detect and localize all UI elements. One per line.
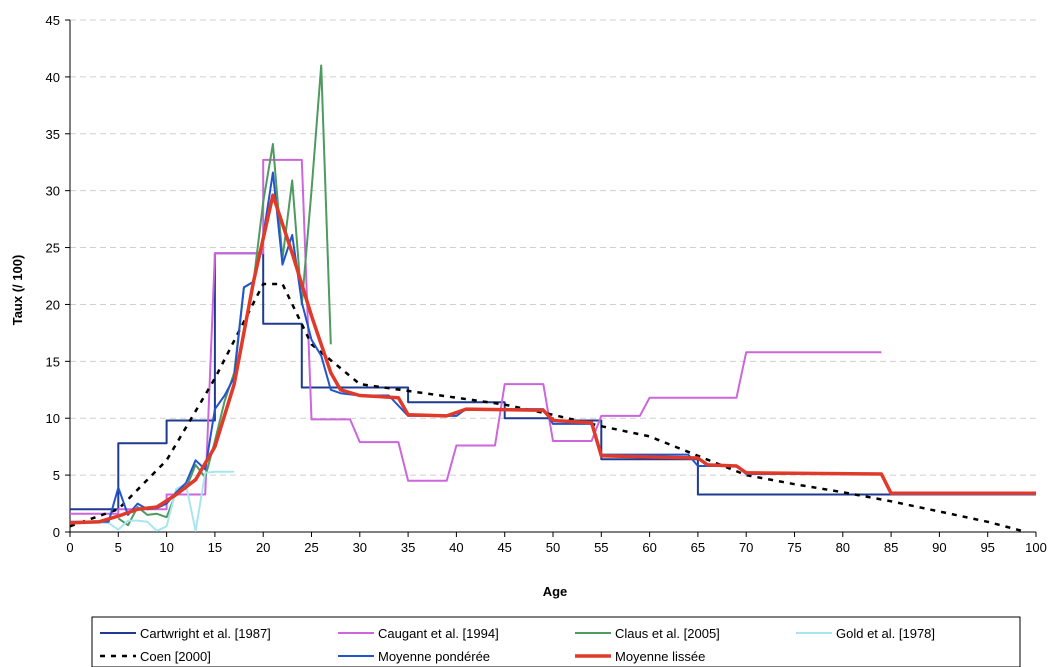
- x-tick-labels: 0 5 10 15 20 25 30 35 40 45 50 55 60 65 70 75 80 85 90 95 10…: [66, 540, 1046, 555]
- x-tick-label: 50: [546, 540, 560, 555]
- legend-label: Moyenne lissée: [615, 649, 705, 664]
- x-tick-label: 55: [594, 540, 608, 555]
- y-tick-label: 25: [46, 241, 60, 256]
- x-tick-label: 65: [691, 540, 705, 555]
- legend-label: Gold et al. [1978]: [836, 626, 935, 641]
- x-tick-label: 40: [449, 540, 463, 555]
- series-line-3: [70, 470, 235, 532]
- y-tick-label: 15: [46, 354, 60, 369]
- legend-label: Caugant et al. [1994]: [378, 626, 499, 641]
- x-axis-title: Age: [543, 584, 568, 599]
- x-tick-label: 15: [208, 540, 222, 555]
- x-tick-label: 60: [642, 540, 656, 555]
- y-tick-label: 30: [46, 184, 60, 199]
- x-tick-label: 95: [980, 540, 994, 555]
- x-tick-label: 0: [66, 540, 73, 555]
- y-tick-label: 45: [46, 13, 60, 28]
- x-tick-label: 45: [497, 540, 511, 555]
- legend: Cartwright et al. [1987] Caugant et al. […: [91, 616, 1021, 667]
- y-tick-labels: 0 5 10 15 20 25 30 35 40 45: [46, 13, 60, 540]
- x-tick-label: 35: [401, 540, 415, 555]
- y-tick-label: 5: [53, 468, 60, 483]
- legend-label: Moyenne pondérée: [378, 649, 490, 664]
- legend-box: [91, 616, 1021, 667]
- x-tick-label: 25: [304, 540, 318, 555]
- x-tick-label: 10: [159, 540, 173, 555]
- x-tick-label: 75: [787, 540, 801, 555]
- x-tick-label: 20: [256, 540, 270, 555]
- y-tick-label: 0: [53, 525, 60, 540]
- series-line-6: [69, 193, 1036, 525]
- y-axis-title: Taux (/ 100): [10, 255, 25, 326]
- y-tick-label: 40: [46, 70, 60, 85]
- x-tick-label: 90: [932, 540, 946, 555]
- series-line-2: [117, 64, 332, 527]
- series-lines: [69, 64, 1036, 534]
- y-tick-label: 35: [46, 127, 60, 142]
- series-line-1: [70, 158, 882, 515]
- y-tick-label: 20: [46, 297, 60, 312]
- gridlines: [70, 19, 1036, 476]
- x-tick-label: 85: [884, 540, 898, 555]
- x-tick-label: 30: [353, 540, 367, 555]
- legend-label: Claus et al. [2005]: [615, 626, 720, 641]
- legend-label: Cartwright et al. [1987]: [140, 626, 271, 641]
- series-line-0: [70, 252, 892, 511]
- x-tick-label: 70: [739, 540, 753, 555]
- legend-label: Coen [2000]: [140, 649, 211, 664]
- axes: [65, 19, 1037, 537]
- x-tick-label: 80: [836, 540, 850, 555]
- x-tick-label: 100: [1025, 540, 1047, 555]
- x-tick-label: 5: [115, 540, 122, 555]
- y-tick-label: 10: [46, 411, 60, 426]
